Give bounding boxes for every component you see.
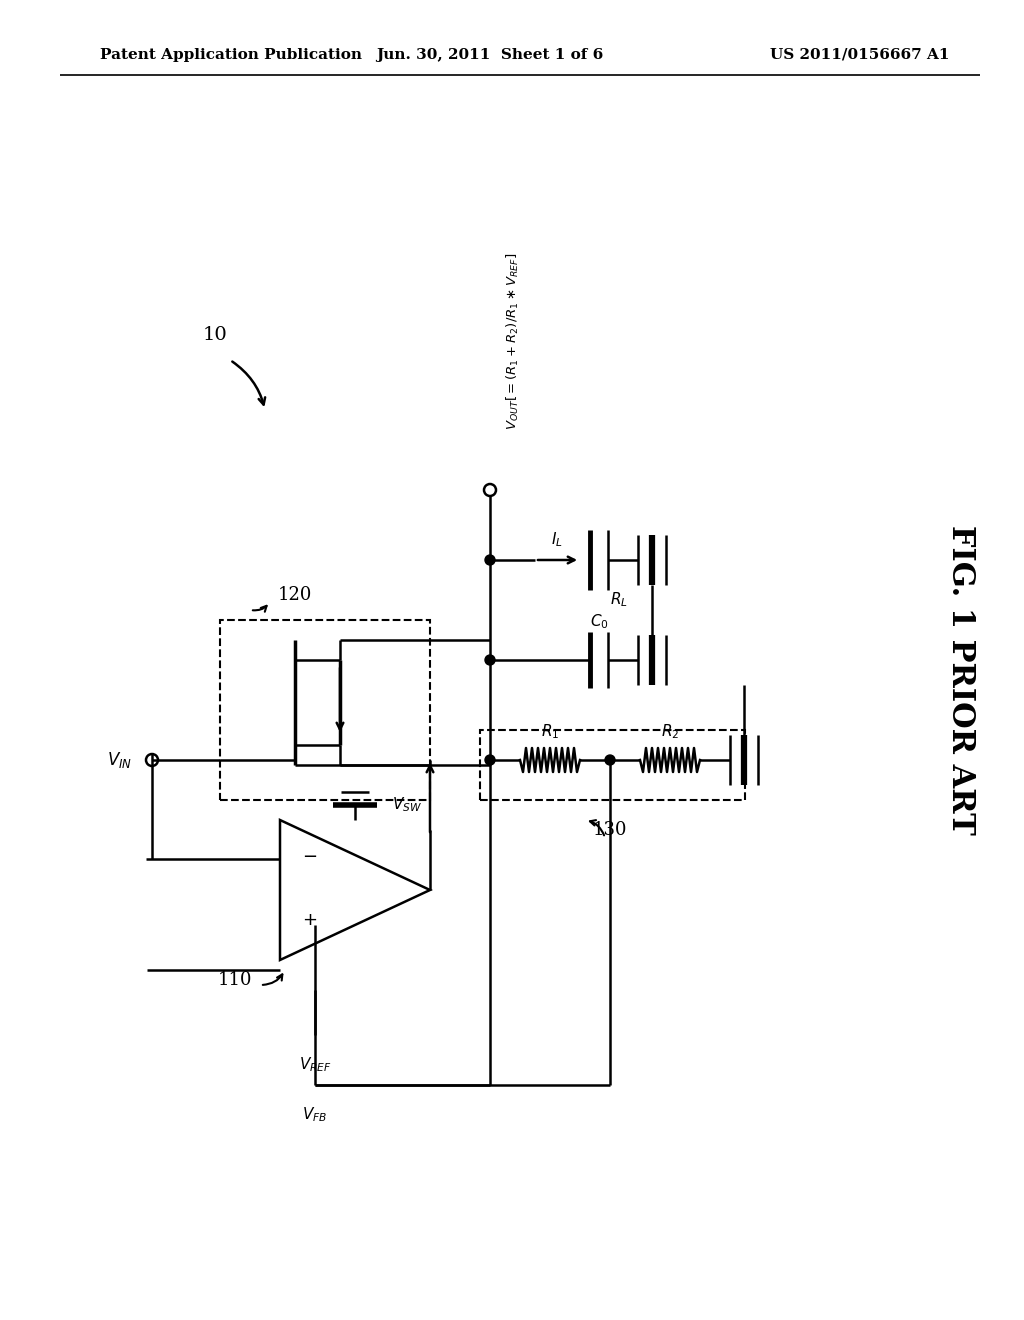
Circle shape: [485, 755, 495, 766]
Text: US 2011/0156667 A1: US 2011/0156667 A1: [770, 48, 950, 62]
Text: $V_{OUT}[=(R_1+R_2)/R_1 \ast V_{REF}]$: $V_{OUT}[=(R_1+R_2)/R_1 \ast V_{REF}]$: [505, 252, 521, 430]
Text: $R_2$: $R_2$: [660, 722, 679, 742]
Text: $V_{REF}$: $V_{REF}$: [299, 1055, 332, 1073]
Text: $C_0$: $C_0$: [590, 612, 608, 631]
Text: $-$: $-$: [302, 846, 317, 865]
Text: $V_{IN}$: $V_{IN}$: [106, 750, 132, 770]
Text: $I_L$: $I_L$: [551, 531, 563, 549]
Text: FIG. 1 PRIOR ART: FIG. 1 PRIOR ART: [944, 525, 976, 836]
Bar: [480, 730, 745, 800]
Text: Jun. 30, 2011  Sheet 1 of 6: Jun. 30, 2011 Sheet 1 of 6: [377, 48, 603, 62]
Text: Patent Application Publication: Patent Application Publication: [100, 48, 362, 62]
Text: $+$: $+$: [302, 911, 317, 929]
Text: 10: 10: [203, 326, 227, 345]
Bar: [220, 620, 430, 800]
Circle shape: [485, 554, 495, 565]
Text: $R_L$: $R_L$: [610, 590, 628, 610]
Text: 110: 110: [218, 972, 252, 989]
Text: 130: 130: [593, 821, 628, 840]
Circle shape: [485, 655, 495, 665]
Circle shape: [605, 755, 615, 766]
Text: 120: 120: [278, 586, 312, 605]
Text: $R_1$: $R_1$: [541, 722, 559, 742]
Text: $V_{SW}$: $V_{SW}$: [392, 796, 422, 814]
Text: $V_{FB}$: $V_{FB}$: [302, 1105, 328, 1123]
